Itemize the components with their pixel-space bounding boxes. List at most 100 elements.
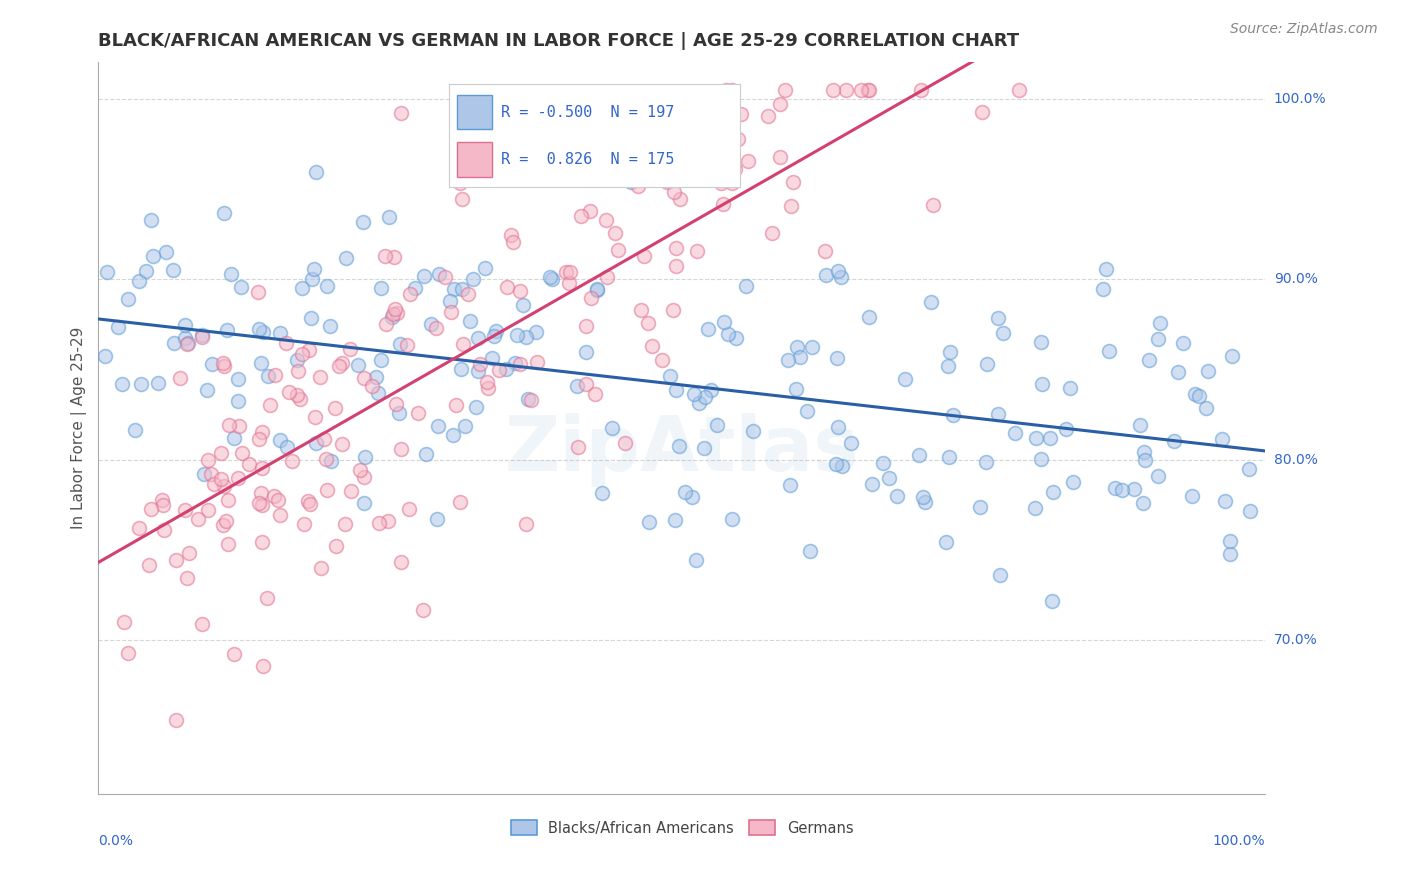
Point [226,372,249,386]
Point [214,359,236,374]
Point [776,353,799,368]
Point [685,552,707,566]
Point [166,713,188,727]
Point [477,381,499,395]
Point [201,358,224,372]
Point [1025,431,1047,445]
Point [1059,381,1081,395]
Point [1163,434,1185,448]
Point [664,241,686,255]
Point [212,356,235,370]
Point [1031,334,1053,349]
Point [287,352,309,367]
Point [209,446,232,460]
Point [389,556,412,570]
Point [340,483,363,498]
Point [453,336,475,351]
Point [706,418,728,433]
Point [425,320,447,334]
Point [384,302,406,317]
Point [658,137,681,152]
Point [419,317,441,331]
Point [382,307,405,321]
Point [169,371,191,385]
Point [1173,336,1195,351]
Point [558,265,581,279]
Point [457,286,479,301]
Point [1062,475,1084,489]
Point [1111,483,1133,498]
Point [250,486,273,500]
Point [991,326,1014,340]
Point [215,323,238,337]
Point [1213,494,1236,508]
Point [297,493,319,508]
Legend: Blacks/African Americans, Germans: Blacks/African Americans, Germans [505,814,859,841]
Point [1104,482,1126,496]
Point [439,294,461,309]
Point [399,287,422,301]
Point [711,197,734,211]
Point [474,261,496,276]
Point [723,161,745,176]
Point [117,292,139,306]
Point [638,515,661,529]
Point [475,375,498,389]
Point [231,446,253,460]
Point [450,361,472,376]
Point [139,501,162,516]
Point [567,379,589,393]
Point [191,617,214,632]
Point [277,385,299,400]
Point [276,440,298,454]
Point [683,387,706,401]
Point [252,325,274,339]
Point [461,272,484,286]
Point [658,369,681,384]
Point [219,267,242,281]
Point [464,401,486,415]
Point [1147,332,1170,346]
Point [856,82,879,96]
Point [780,199,803,213]
Point [1039,431,1062,445]
Point [814,244,837,259]
Point [515,330,537,344]
Point [217,537,239,551]
Point [814,268,837,282]
Point [454,419,477,434]
Point [769,150,792,164]
Point [603,226,626,240]
Point [128,274,150,288]
Point [742,424,765,438]
Point [131,376,153,391]
Point [1040,594,1063,608]
Point [720,512,742,526]
Point [370,353,392,368]
Point [250,498,273,512]
Point [311,561,333,575]
Point [112,615,135,630]
Point [936,359,959,374]
Point [827,264,849,278]
Point [714,82,737,96]
Point [124,423,146,437]
Point [860,476,883,491]
Point [451,192,474,206]
Point [688,395,710,409]
Point [613,436,636,450]
Point [458,314,481,328]
Point [451,282,474,296]
Point [524,325,547,339]
Point [425,512,447,526]
Point [247,496,270,510]
Point [444,398,467,412]
Point [775,82,797,96]
Point [661,302,683,317]
Point [872,456,894,470]
Point [825,351,848,366]
Point [228,419,250,434]
Point [135,264,157,278]
Point [939,344,962,359]
Point [520,392,543,407]
